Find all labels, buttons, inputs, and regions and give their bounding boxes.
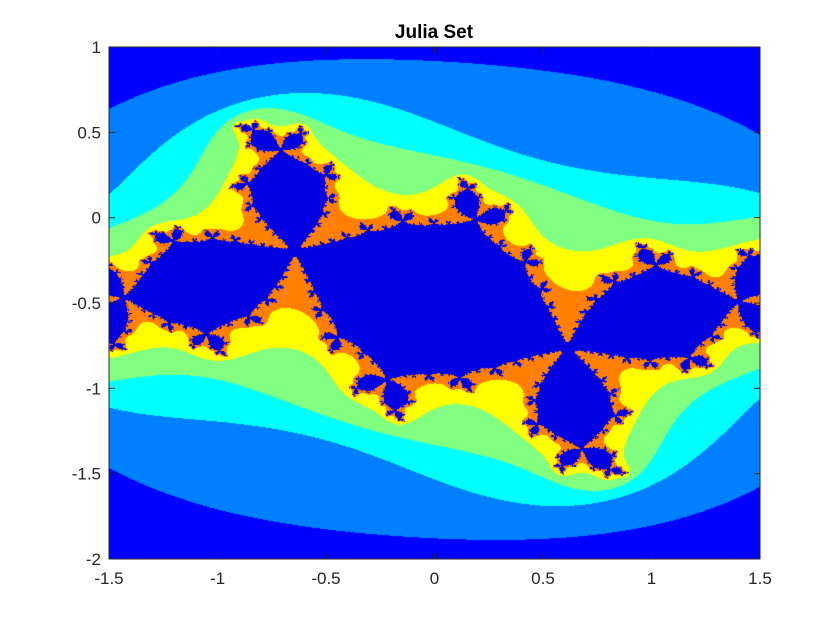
x-tick-label: 0: [430, 569, 439, 588]
chart-title: Julia Set: [395, 22, 474, 43]
x-tick-label: 0.5: [531, 569, 555, 588]
y-tick-label: -0.5: [72, 294, 101, 313]
y-tick-label: -2: [86, 550, 101, 569]
x-tick-label: 1.5: [748, 569, 772, 588]
x-tick-label: -1: [210, 569, 225, 588]
y-tick-label: 0.5: [77, 123, 101, 142]
y-tick-label: -1: [86, 379, 101, 398]
julia-set-image: [109, 47, 760, 559]
y-tick-label: -1.5: [72, 465, 101, 484]
x-axis: -1.5 -1 -0.5 0 0.5 1 1.5: [94, 47, 772, 588]
y-tick-label: 1: [92, 38, 101, 57]
julia-set-image-container: [109, 47, 760, 559]
x-tick-label: -1.5: [94, 569, 123, 588]
y-axis: -2 -1.5 -1 -0.5 0 0.5 1: [72, 38, 760, 569]
y-tick-label: 0: [92, 209, 101, 228]
x-tick-label: -0.5: [311, 569, 340, 588]
x-tick-label: 1: [647, 569, 656, 588]
